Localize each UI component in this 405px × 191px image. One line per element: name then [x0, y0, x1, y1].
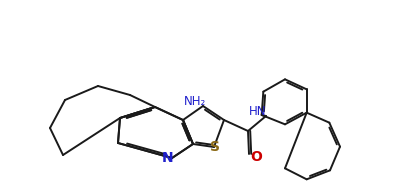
Text: O: O	[250, 150, 262, 164]
Text: NH₂: NH₂	[184, 95, 206, 108]
Text: S: S	[210, 140, 220, 154]
Text: N: N	[162, 151, 174, 165]
Text: HN: HN	[249, 104, 267, 117]
